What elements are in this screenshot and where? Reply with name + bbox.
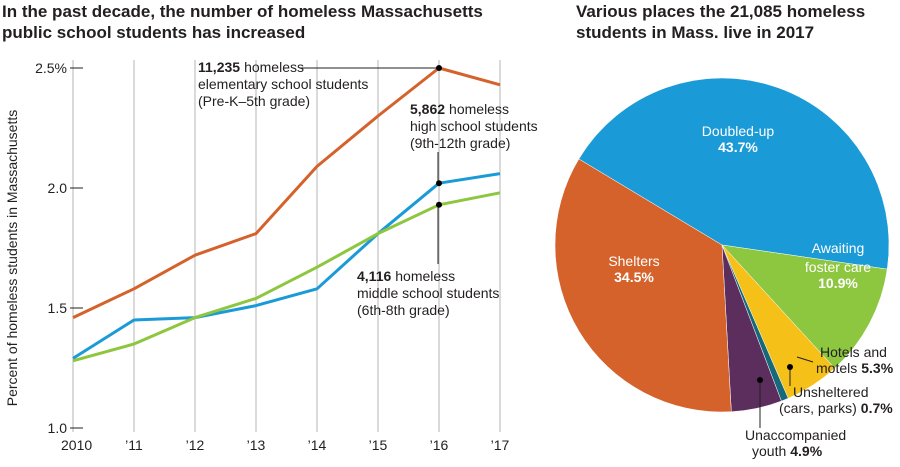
slice-label-line: motels — [816, 360, 857, 376]
slice-label: Unsheltered — [793, 384, 869, 400]
annotation-line: homeless — [449, 101, 509, 117]
x-tick-label: ’16 — [430, 437, 449, 453]
annotation-text: 5,862 homeless — [410, 101, 509, 117]
slice-label: (cars, parks) 0.7% — [779, 400, 893, 416]
value-label: 5.3% — [861, 360, 893, 376]
x-tick-label: 2010 — [61, 437, 92, 453]
y-tick-label: 2.5% — [35, 60, 67, 76]
y-tick-label: 2.0 — [48, 180, 68, 196]
chart-title: public school students has increased — [2, 23, 305, 42]
value-label: 43.7% — [718, 139, 758, 155]
annotation-number: 5,862 — [410, 101, 445, 117]
x-tick-label: ’12 — [186, 437, 205, 453]
slice-label-line: Hotels and — [820, 344, 887, 360]
chart-title: students in Mass. live in 2017 — [576, 23, 814, 42]
value-label: 0.7% — [861, 400, 893, 416]
value-label: 34.5% — [614, 269, 654, 285]
pie-slice — [554, 158, 732, 413]
annotation-line: homeless — [395, 268, 455, 284]
annotation-text: (Pre-K–5th grade) — [198, 93, 310, 109]
annotation-number: 11,235 — [198, 59, 240, 75]
label-dot — [787, 364, 793, 370]
slice-label: motels 5.3% — [816, 360, 894, 376]
chart-title: In the past decade, the number of homele… — [2, 2, 483, 21]
slice-label: Doubled-up — [702, 123, 775, 139]
chart-title: Various places the 21,085 homeless — [576, 2, 865, 21]
slice-label: foster care — [805, 259, 871, 275]
label-leader — [796, 356, 814, 363]
slice-label-line: Unaccompanied — [745, 427, 846, 443]
value-label: 10.9% — [818, 275, 858, 291]
annotation-text: (9th-12th grade) — [410, 135, 510, 151]
slice-label-line: (cars, parks) — [779, 400, 857, 416]
data-line — [72, 191, 501, 363]
y-tick-label: 1.5 — [48, 300, 68, 316]
annotation-text: elementary school students — [198, 76, 368, 92]
slice-label: Shelters — [608, 253, 659, 269]
annotation-text: (6th-8th grade) — [357, 302, 450, 318]
annotation-text: middle school students — [357, 285, 499, 301]
slice-label: Unaccompanied — [745, 427, 846, 443]
x-tick-label: ’13 — [247, 437, 266, 453]
annotation-line: homeless — [244, 59, 304, 75]
data-line — [72, 172, 501, 360]
pie-slice — [721, 244, 888, 369]
x-tick-label: ’15 — [369, 437, 388, 453]
slice-label: Awaiting — [812, 240, 865, 256]
x-tick-label: ’17 — [491, 437, 510, 453]
slice-label: youth 4.9% — [752, 443, 823, 459]
annotation-number: 4,116 — [357, 268, 391, 284]
annotation-text: 11,235 homeless — [198, 59, 304, 75]
x-tick-label: ’11 — [125, 437, 143, 453]
slice-label: Hotels and — [820, 344, 887, 360]
pie-slice — [578, 77, 890, 270]
value-label: 4.9% — [790, 443, 822, 459]
y-axis-label: Percent of homeless students in Massachu… — [4, 110, 20, 406]
label-dot — [757, 377, 763, 383]
annotation-dot — [436, 201, 442, 208]
data-line — [72, 66, 501, 319]
slice-label-line: Unsheltered — [793, 384, 869, 400]
slice-label-line: youth — [752, 443, 786, 459]
annotation-text: high school students — [410, 118, 538, 134]
annotation-dot — [436, 180, 442, 187]
annotation-text: 4,116 homeless — [357, 268, 455, 284]
y-tick-label: 1.0 — [48, 420, 68, 436]
annotation-dot — [436, 65, 442, 71]
x-tick-label: ’14 — [308, 437, 327, 453]
